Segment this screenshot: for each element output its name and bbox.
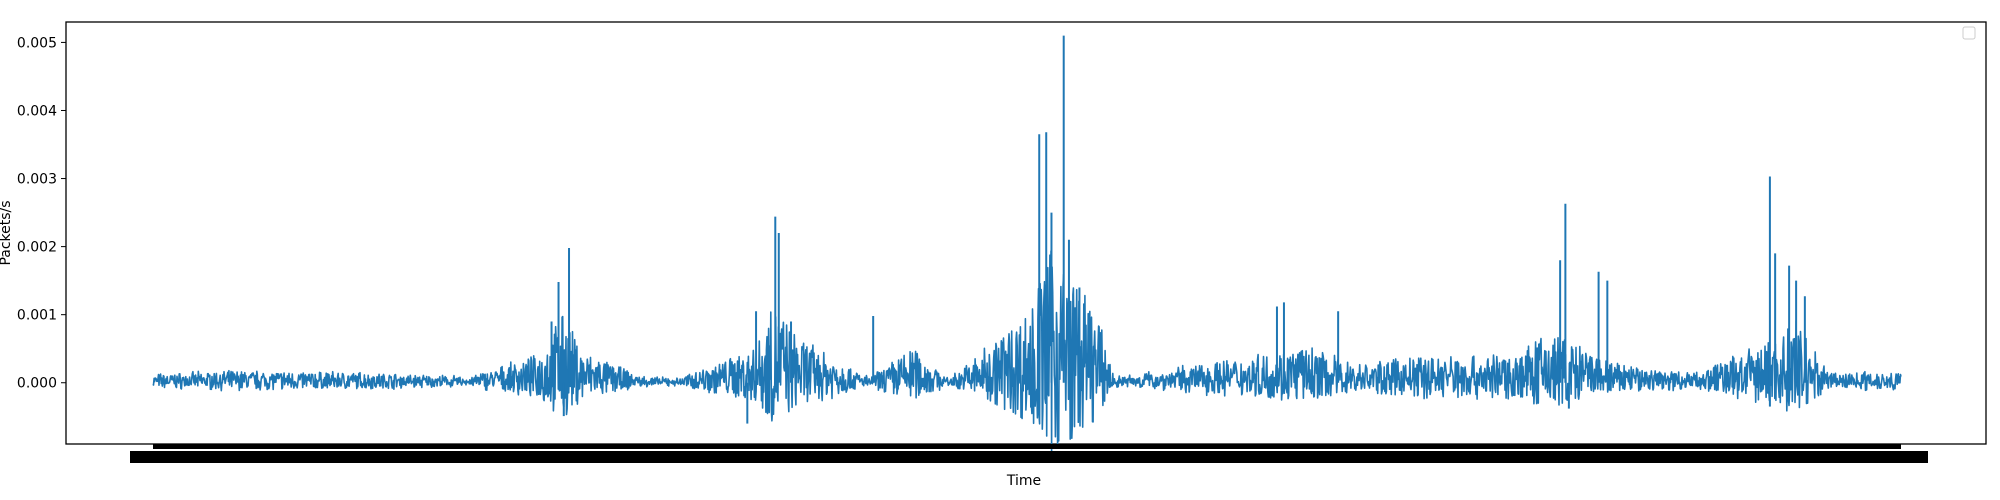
y-axis: 0.000 0.001 0.002 0.003 0.004 0.005 <box>17 35 66 392</box>
series-line <box>152 250 1902 453</box>
y-tick-label: 0.000 <box>17 376 57 392</box>
y-tick-label: 0.003 <box>17 172 57 188</box>
y-axis-label: Packets/s <box>0 200 14 265</box>
x-axis-label: Time <box>1006 473 1041 489</box>
x-tick-band <box>153 444 1901 449</box>
x-axis <box>130 444 1928 463</box>
series-layer <box>152 35 1902 453</box>
y-tick-label: 0.005 <box>17 35 57 51</box>
y-tick-label: 0.001 <box>17 308 57 324</box>
legend-box <box>1962 26 1976 40</box>
x-tick-label-band <box>130 451 1928 463</box>
y-tick-label: 0.004 <box>17 103 57 119</box>
y-tick-label: 0.002 <box>17 240 57 256</box>
